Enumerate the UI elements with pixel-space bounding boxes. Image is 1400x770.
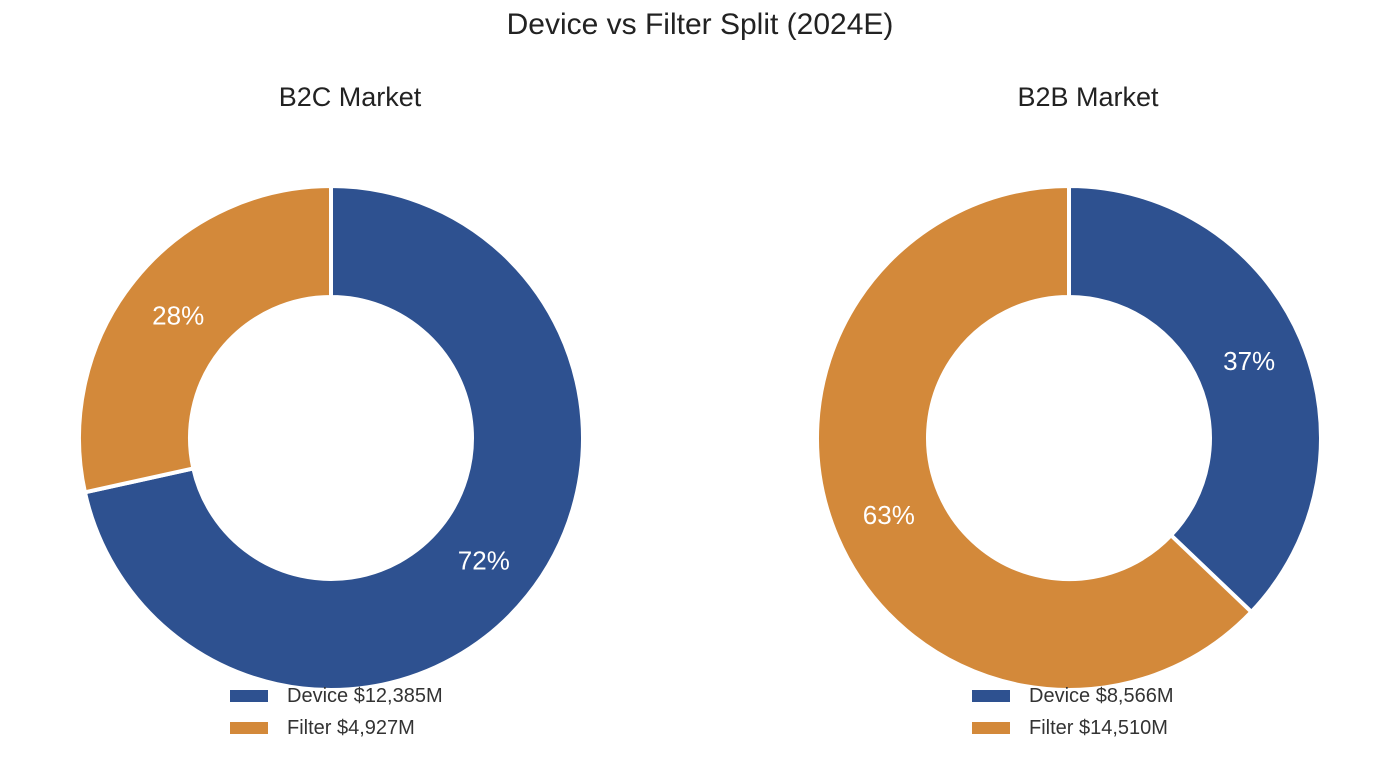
legend-label-device: Device $8,566M (1029, 684, 1174, 707)
b2c-title: B2C Market (278, 82, 422, 112)
b2c-donut-chart: 72% 28% (77, 184, 585, 692)
legend-item-device: Device $12,385M (230, 680, 443, 712)
slice-label-device: 72% (458, 546, 510, 576)
legend-item-filter: Filter $14,510M (972, 712, 1174, 744)
legend-swatch-filter (972, 722, 1010, 734)
donut-slice-filter (815, 184, 1254, 692)
donut-slice-filter (77, 184, 333, 495)
b2b-donut-chart: 37% 63% (815, 184, 1323, 692)
donut-slice-device (82, 184, 585, 692)
b2c-panel: B2C Market 72% 28% Device $12,385M Filter… (77, 82, 585, 744)
slice-label-filter: 28% (152, 300, 204, 330)
legend-label-filter: Filter $14,510M (1029, 716, 1168, 739)
b2b-title: B2B Market (1017, 82, 1159, 112)
b2b-legend: Device $8,566M Filter $14,510M (972, 680, 1174, 744)
slice-label-filter: 63% (863, 500, 915, 530)
legend-item-device: Device $8,566M (972, 680, 1174, 712)
legend-label-filter: Filter $4,927M (287, 716, 415, 739)
donut-slice-device (1067, 184, 1323, 614)
legend-label-device: Device $12,385M (287, 684, 443, 707)
legend-swatch-filter (230, 722, 268, 734)
b2c-legend: Device $12,385M Filter $4,927M (230, 680, 443, 744)
b2b-panel: B2B Market 37% 63% Device $8,566M Filter … (738, 0, 1400, 770)
legend-swatch-device (230, 690, 268, 702)
legend-swatch-device (972, 690, 1010, 702)
legend-item-filter: Filter $4,927M (230, 712, 443, 744)
chart-title: Device vs Filter Split (2024E) (506, 8, 894, 41)
slice-label-device: 37% (1223, 346, 1275, 376)
